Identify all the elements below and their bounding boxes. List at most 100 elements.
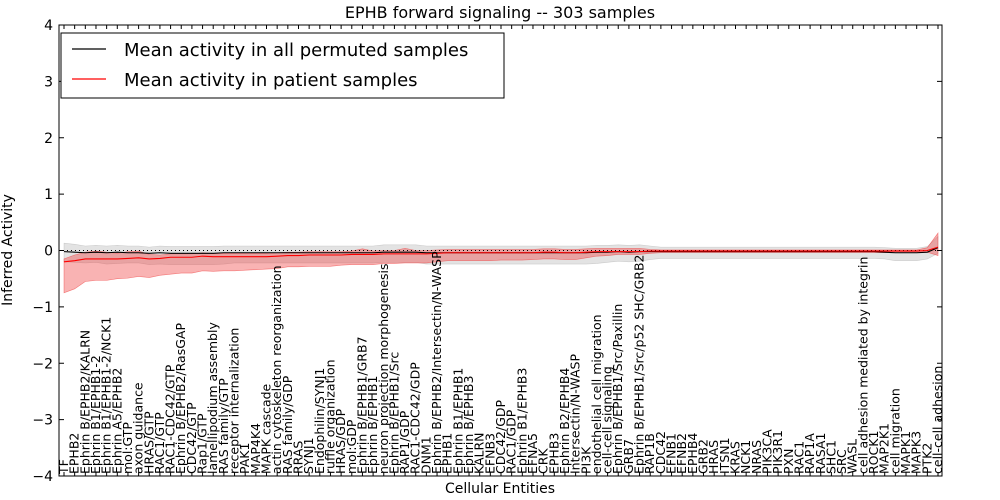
x-tick-label: EFNA5 <box>525 433 540 474</box>
x-tick-label: RAC1/GDP <box>504 409 519 474</box>
x-tick-label: MAPK cascade <box>259 383 274 474</box>
x-tick-label: GRB2 <box>696 439 711 474</box>
x-tick-label: Intersectin/N-WASP <box>568 354 583 474</box>
x-tick-label: MAPK3 <box>909 431 924 474</box>
y-tick-label: 4 <box>44 18 53 34</box>
x-tick-label: PIK3R1 <box>770 430 785 474</box>
x-tick-label: EPHB1 <box>440 433 455 474</box>
x-tick-label: RAP1A <box>802 433 817 474</box>
x-tick-label: RAC1/GTP <box>152 412 167 474</box>
x-tick-label: MAP4K4 <box>248 423 263 474</box>
x-tick-label: mol:GTP <box>120 422 135 474</box>
x-tick-label: EFNB1 <box>664 433 679 474</box>
x-tick-label: PXN <box>781 449 796 474</box>
x-tick-label: RAS family/GDP <box>280 375 295 474</box>
x-tick-label: Ephrin B/EPHB1/Src/Paxillin <box>610 304 625 474</box>
legend: Mean activity in all permuted samples Me… <box>60 32 505 99</box>
x-tick-label: RAC1-CDC42/GTP <box>163 364 178 474</box>
x-tick-label: Ephrin B2/EPHB4 <box>557 368 572 474</box>
x-tick-label: RAP1/GDP <box>397 410 412 474</box>
x-tick-label: Ephrin B/EPHB1/Src/p52 SHC/GRB2 <box>632 255 647 475</box>
x-tick-label: EPHB3 <box>546 433 561 474</box>
x-tick-label: lamellipodium assembly <box>205 322 220 474</box>
x-tick-label: DNM1 <box>418 436 433 474</box>
y-tick-label: −3 <box>32 413 53 429</box>
x-tick-label: Ephrin B/EPHB1/GRB7 <box>354 336 369 474</box>
x-tick-label: neuron projection morphogenesis <box>376 263 391 474</box>
x-tick-label: MAPK1 <box>898 431 913 474</box>
x-tick-label: EPHB4 <box>685 433 700 474</box>
y-tick-label: −4 <box>32 469 53 485</box>
x-tick-label: RAS family/GTP <box>216 378 231 474</box>
x-tick-label: mol:GDP <box>344 419 359 474</box>
x-tick-label: MAP2K1 <box>877 423 892 474</box>
x-tick-label: CDC42 <box>653 431 668 474</box>
x-tick-label: WASL <box>845 439 860 474</box>
x-tick-label: ruffle organization <box>322 359 337 474</box>
chart-title: EPHB forward signaling -- 303 samples <box>345 3 655 22</box>
x-tick-label: Ephrin B1/EPHB1-2/NCK1 <box>99 317 114 474</box>
x-tick-label: Ephrin B/EPHB2/KALRN <box>77 330 92 474</box>
y-tick-label: 2 <box>44 131 53 147</box>
x-tick-label: HRAS <box>706 440 721 474</box>
x-tick-label: Endophilin/SYNJ1 <box>312 368 327 474</box>
x-tick-label: receptor internalization <box>227 328 242 474</box>
x-tick-label: PI3K <box>578 446 593 474</box>
x-tick-label: Rap1/GTP <box>195 413 210 474</box>
y-tick-label: −1 <box>32 300 53 316</box>
x-tick-label: CDC42/GDP <box>493 399 508 474</box>
x-axis-label: Cellular Entities <box>445 481 555 497</box>
x-tick-label: GRB7 <box>621 439 636 474</box>
x-tick-label: Ephrin B/EPHB1/Src <box>386 352 401 474</box>
y-tick-label: −2 <box>32 356 53 372</box>
x-tick-label: EFNB2 <box>674 433 689 474</box>
patient-mean-line <box>63 246 939 263</box>
y-tick-label: 1 <box>44 187 53 203</box>
y-axis-ticks: −4 −3 −2 −1 0 1 2 3 4 <box>32 18 942 485</box>
plot-frame <box>58 24 943 477</box>
x-tick-label: KALRN <box>472 432 487 474</box>
x-tick-label: ITSN1 <box>717 437 732 474</box>
x-tick-label: SHC1 <box>823 440 838 474</box>
y-axis-label: Inferred Activity <box>0 194 16 306</box>
x-tick-label: KRAS <box>727 441 742 474</box>
x-tick-label: RAC1-CDC42/GDP <box>408 362 423 474</box>
x-tick-label: PAK1 <box>237 443 252 474</box>
x-tick-label: Ephrin B/EPHB1 <box>365 376 380 474</box>
patient-std-band <box>63 232 939 294</box>
x-tick-label: PIK3CA <box>759 429 774 474</box>
x-tick-label: Ephrin B/EPHB2/RasGAP <box>173 323 188 474</box>
x-tick-label: axon guidance <box>131 382 146 474</box>
x-tick-label: RAP1B <box>642 433 657 474</box>
legend-label-permuted: Mean activity in all permuted samples <box>124 40 468 61</box>
x-tick-label: Ephrin B1/EPHB3 <box>514 368 529 474</box>
patient-std-area <box>63 232 939 294</box>
series-lines <box>63 246 939 263</box>
x-tick-label: EFNB3 <box>482 433 497 474</box>
x-tick-label: CRK <box>536 448 551 474</box>
x-tick-label: CDC42/GTP <box>184 402 199 474</box>
x-tick-label: cell adhesion mediated by integrin <box>855 257 870 474</box>
x-tick-label: Ephrin B1/EPHB1-2 <box>88 355 103 474</box>
x-tick-label: RASA1 <box>813 433 828 474</box>
x-axis-ticks <box>63 25 939 476</box>
x-tick-label: ROCK1 <box>866 431 881 474</box>
legend-label-patient: Mean activity in patient samples <box>124 70 418 91</box>
x-tick-label: Ephrin A5/EPHB2 <box>109 368 124 474</box>
x-tick-label: SRC <box>834 449 849 474</box>
legend-box <box>60 32 505 99</box>
x-tick-label: HRAS/GTP <box>141 411 156 474</box>
x-tick-label: TF <box>56 459 71 475</box>
x-tick-label: SYNJ1 <box>301 437 316 474</box>
x-tick-label: cell-cell signaling <box>600 366 615 474</box>
x-tick-label: actin cytoskeleton reorganization <box>269 265 284 474</box>
x-tick-label: NRAS <box>749 440 764 474</box>
x-tick-label: RRAS <box>290 441 305 474</box>
x-tick-label: Ephrin B/EPHB3 <box>461 376 476 474</box>
x-tick-label: RAC1 <box>791 441 806 474</box>
x-tick-label: cell migration <box>887 388 902 474</box>
x-tick-label: Ephrin B1/EPHB1 <box>450 368 465 474</box>
x-tick-label: HRAS/GDP <box>333 408 348 474</box>
